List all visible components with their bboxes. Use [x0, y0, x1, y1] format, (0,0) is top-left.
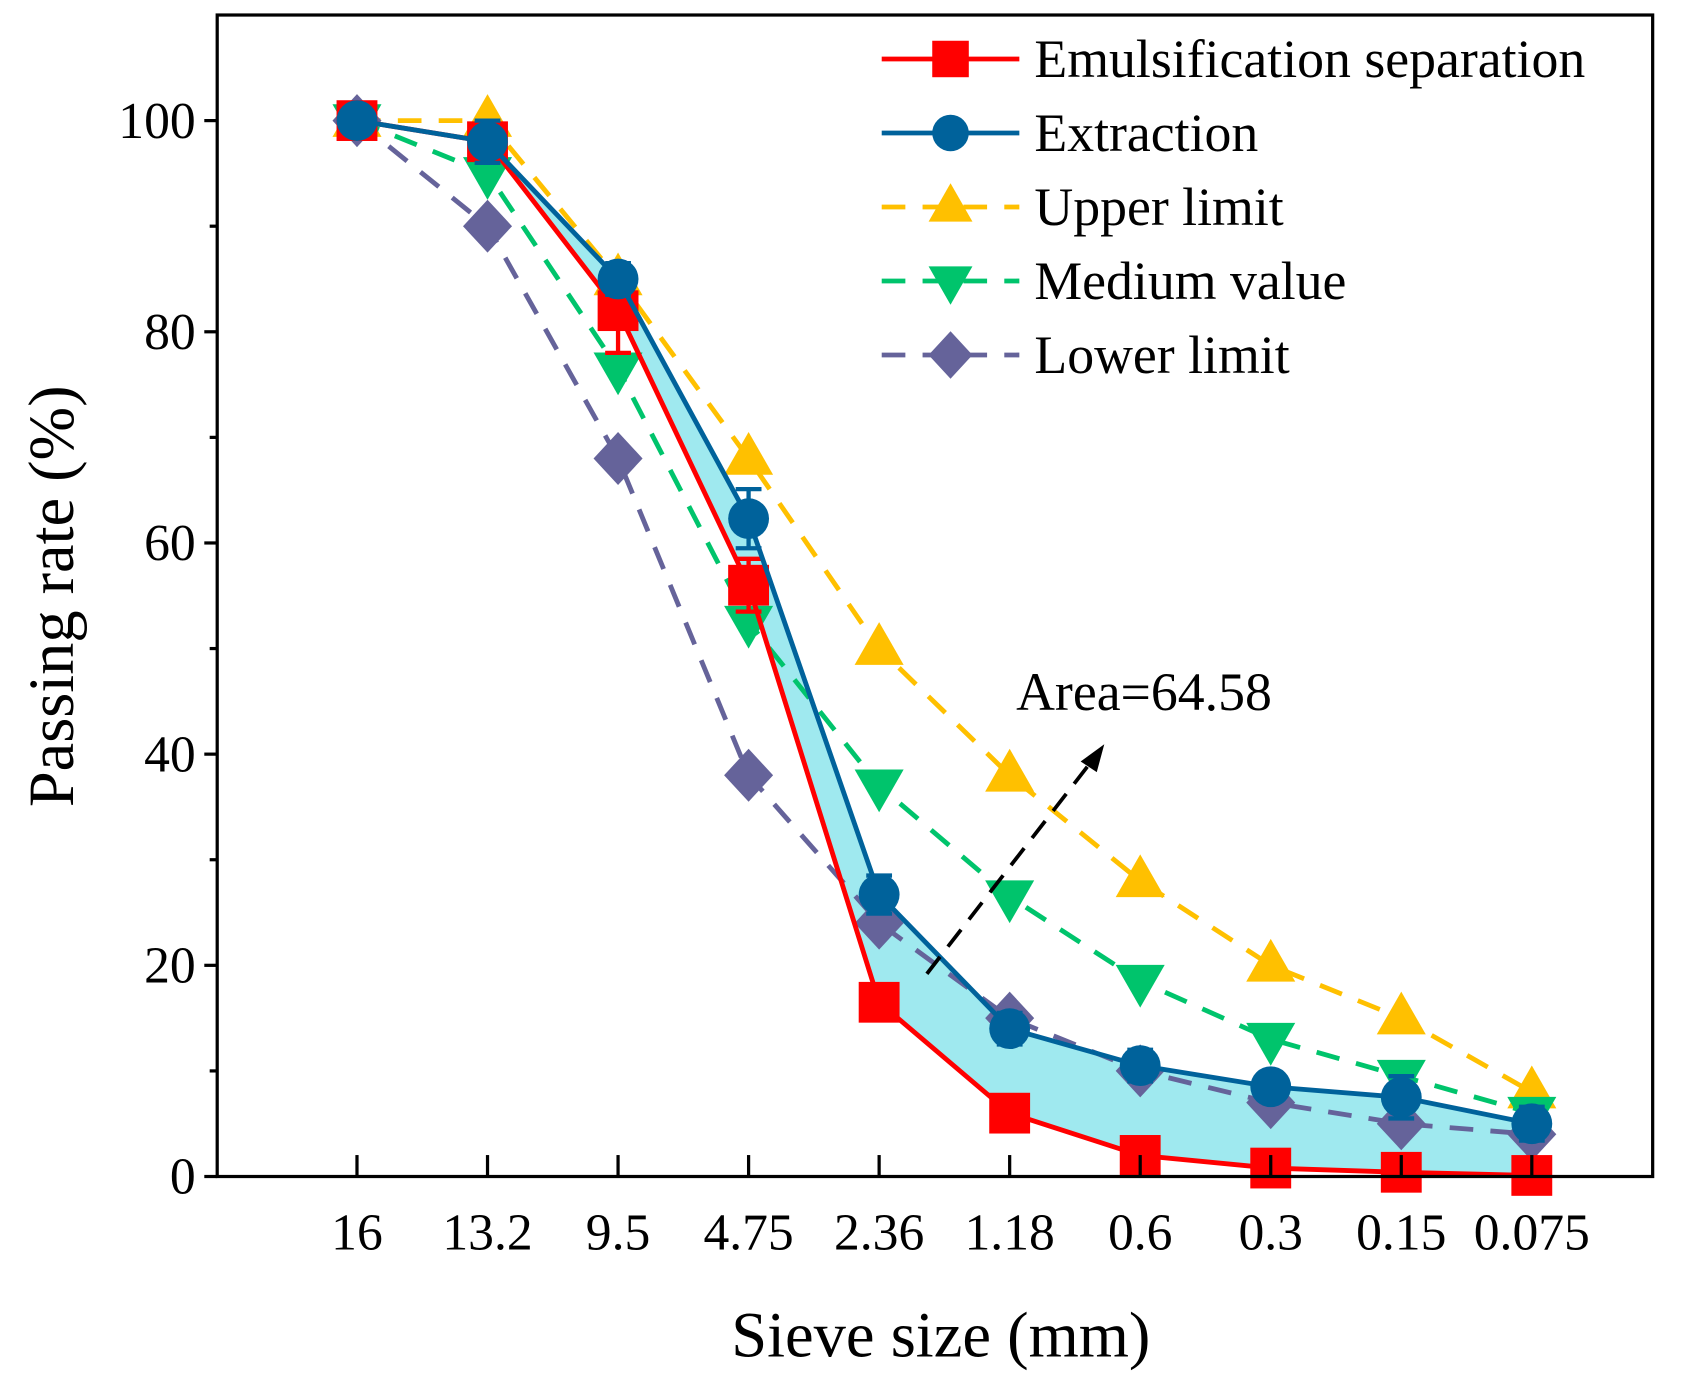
data-point — [989, 1008, 1031, 1050]
annotation-arrowhead — [1080, 744, 1105, 773]
data-point — [1246, 1022, 1296, 1066]
x-tick-label: 9.5 — [586, 1204, 651, 1261]
data-point — [593, 432, 643, 485]
data-point — [1376, 991, 1426, 1035]
data-point — [724, 748, 774, 802]
x-tick-label: 4.75 — [703, 1204, 793, 1261]
legend-marker — [928, 331, 973, 379]
data-point — [336, 100, 378, 141]
legend-marker — [928, 266, 973, 305]
series-extraction — [336, 100, 1553, 1145]
legend-label: Extraction — [1034, 103, 1258, 163]
y-tick-label: 20 — [144, 938, 196, 995]
x-tick-label: 1.18 — [965, 1204, 1055, 1261]
data-point — [1511, 1103, 1553, 1145]
y-tick-label: 40 — [144, 726, 196, 783]
y-tick-label: 80 — [144, 304, 196, 361]
data-point — [728, 564, 770, 606]
x-axis-label: Sieve size (mm) — [731, 1300, 1150, 1371]
data-point — [593, 352, 643, 396]
data-point — [728, 498, 770, 540]
legend: Emulsification separation Extraction Upper… — [881, 29, 1585, 385]
legend-marker — [932, 40, 969, 78]
series-line — [356, 118, 1532, 1178]
x-tick-label: 0.3 — [1238, 1204, 1303, 1261]
annotation: Area=64.58 — [925, 662, 1272, 975]
data-point — [1380, 1076, 1422, 1118]
series-upper-limit — [332, 94, 1557, 1109]
data-point — [854, 769, 904, 813]
data-point — [597, 258, 639, 300]
legend-marker — [928, 183, 973, 222]
y-axis-label: Passing rate (%) — [16, 385, 87, 807]
x-tick-label: 13.2 — [442, 1204, 532, 1261]
x-tick-label: 0.075 — [1474, 1204, 1590, 1261]
annotation-text: Area=64.58 — [1016, 662, 1272, 722]
data-point — [854, 622, 904, 665]
series-line — [356, 118, 1533, 1127]
series-line — [356, 118, 1533, 1116]
y-tick-label: 100 — [118, 93, 195, 150]
data-point — [724, 432, 774, 475]
data-point — [1250, 1066, 1292, 1108]
data-point — [1119, 1045, 1161, 1087]
data-point — [858, 981, 900, 1023]
y-tick-label: 60 — [144, 515, 196, 572]
x-tick-label: 0.15 — [1356, 1204, 1446, 1261]
series-line — [356, 118, 1534, 1095]
legend-label: Emulsification separation — [1034, 29, 1585, 89]
data-point — [1115, 854, 1165, 898]
data-point — [985, 880, 1035, 924]
data-point — [463, 157, 513, 200]
legend-label: Medium value — [1034, 251, 1346, 311]
plot-frame — [215, 13, 1655, 1179]
x-tick-label: 16 — [331, 1204, 383, 1261]
data-point — [1246, 938, 1296, 982]
legend-label: Upper limit — [1034, 177, 1283, 237]
data-point — [467, 121, 508, 163]
y-tick-label: 0 — [170, 1149, 196, 1206]
annotation-arrow — [925, 760, 1093, 975]
data-point — [858, 874, 900, 915]
series-line — [355, 118, 1533, 1137]
x-tick-label: 0.6 — [1108, 1204, 1173, 1261]
legend-marker — [932, 114, 969, 152]
data-point — [985, 748, 1035, 792]
data-point — [1115, 964, 1165, 1008]
x-tick-label: 2.36 — [834, 1204, 924, 1261]
data-point — [463, 199, 513, 253]
data-point — [989, 1092, 1031, 1134]
legend-label: Lower limit — [1034, 325, 1289, 385]
